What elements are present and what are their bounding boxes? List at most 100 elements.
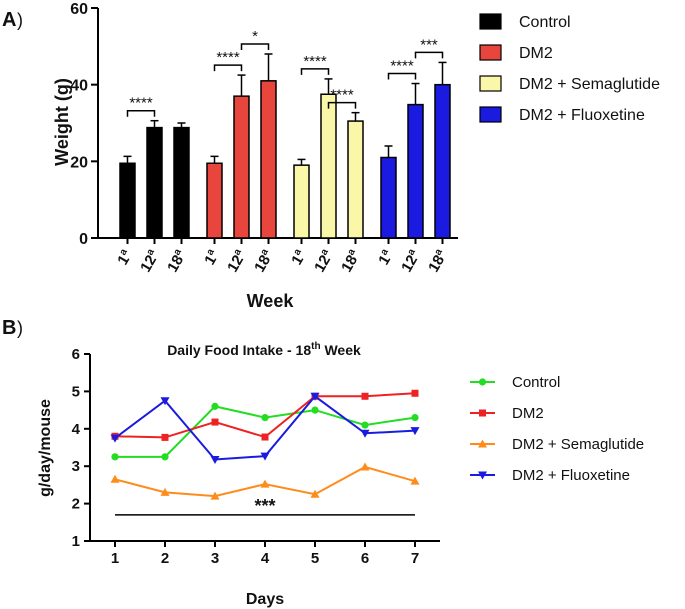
x-tick-sup: a (346, 247, 359, 258)
significance-bracket (300, 68, 330, 75)
panel-a-legend: Control DM2 DM2 + Semaglutide DM2 + Fluoxet… (479, 13, 660, 124)
x-tick-label: 3 (211, 550, 219, 567)
panel-a-bars (119, 53, 451, 239)
legend-label: Control (512, 374, 560, 391)
x-tick-label: 1 (111, 550, 119, 567)
x-tick-base: 12 (137, 252, 160, 275)
data-point (311, 406, 319, 414)
x-tick-label: 12a (397, 247, 424, 276)
x-tick-sup: a (406, 247, 419, 258)
x-tick-label: 4 (261, 550, 270, 567)
x-tick-base: 12 (398, 252, 421, 275)
legend-swatch (479, 75, 502, 92)
data-point (478, 471, 487, 480)
series-line (114, 394, 416, 461)
data-point (479, 409, 486, 417)
bar (206, 162, 223, 239)
panel-b-y-axis-title: g/day/mouse (37, 399, 54, 497)
x-tick-base: 18 (251, 252, 274, 275)
x-tick-label: 1a (200, 247, 223, 268)
legend-label: Control (519, 14, 571, 31)
data-point (410, 427, 420, 436)
data-point (260, 452, 270, 461)
data-point (160, 397, 170, 406)
data-point (360, 462, 370, 471)
legend-label: DM2 (512, 405, 544, 422)
x-tick-label: 12a (310, 247, 337, 276)
bar (380, 156, 397, 239)
legend-swatch (479, 13, 502, 30)
data-point (210, 455, 220, 464)
x-tick-label: 6 (361, 550, 369, 567)
x-tick-label: 1a (287, 247, 310, 268)
annotation-label: *** (254, 496, 275, 516)
data-point (261, 433, 269, 441)
panel-b-x-axis-title: Days (246, 591, 284, 608)
data-point (111, 453, 119, 461)
bar (119, 162, 136, 239)
x-tick-sup: a (379, 247, 392, 258)
panel-a-paren: ) (17, 10, 23, 30)
data-point (411, 413, 419, 422)
legend-swatch (479, 106, 502, 123)
significance-bracket (126, 109, 156, 117)
data-point (261, 413, 269, 422)
x-tick-base: 12 (224, 252, 247, 275)
x-tick-base: 18 (425, 252, 448, 275)
legend-label: DM2 + Fluoxetine (519, 107, 645, 124)
data-point (211, 418, 219, 426)
panel-b-annotation: *** (115, 496, 415, 516)
legend-label: DM2 + Fluoxetine (512, 467, 630, 484)
significance-label: **** (216, 49, 240, 66)
legend-swatch (479, 44, 502, 61)
y-tick-label: 60 (70, 1, 88, 18)
panel-b-title: Daily Food Intake - 18th Week (167, 341, 361, 358)
data-point (110, 474, 120, 483)
x-tick-sup: a (172, 247, 185, 258)
data-point (211, 402, 219, 410)
x-tick-base: 18 (338, 252, 361, 275)
y-tick-label: 20 (70, 154, 88, 171)
data-point (360, 429, 370, 438)
data-point (478, 378, 487, 386)
x-tick-label: 1a (113, 247, 136, 268)
y-tick-label: 6 (72, 346, 80, 363)
y-tick-label: 4 (72, 421, 81, 438)
legend-label: DM2 + Semaglutide (512, 436, 644, 453)
x-tick-base: 12 (311, 252, 334, 275)
x-tick-sup: a (145, 247, 158, 258)
significance-bracket (414, 51, 444, 59)
significance-label: **** (129, 95, 153, 112)
x-tick-sup: a (292, 247, 305, 258)
y-tick-label: 5 (72, 383, 80, 400)
panel-b-letter: B (2, 317, 16, 339)
data-point (361, 392, 369, 400)
panel-b: B ) Daily Food Intake - 18th Week g/day/… (2, 317, 644, 608)
data-point (361, 421, 369, 429)
data-point (411, 389, 419, 397)
panel-b-paren: ) (17, 318, 23, 338)
x-tick-label: 7 (411, 550, 419, 567)
significance-label: *** (420, 36, 438, 53)
bar (434, 83, 451, 239)
panel-b-lines (110, 389, 420, 500)
x-tick-label: 12a (136, 247, 163, 276)
data-point (161, 453, 169, 461)
x-tick-label: 1a (374, 247, 397, 268)
y-tick-label: 3 (72, 458, 80, 475)
bar (293, 164, 310, 239)
significance-bracket (240, 43, 270, 50)
x-tick-sup: a (232, 247, 245, 258)
x-tick-sup: a (259, 247, 272, 258)
data-point (260, 479, 270, 488)
x-tick-label: 18a (337, 247, 364, 276)
x-tick-sup: a (319, 247, 332, 258)
x-tick-base: 18 (164, 252, 187, 275)
bar (347, 120, 364, 239)
panel-a-y-axis-title: Weight (g) (52, 78, 72, 166)
x-tick-label: 12a (223, 247, 250, 276)
bar (233, 95, 250, 239)
panel-a-x-axis-title: Week (247, 291, 295, 311)
